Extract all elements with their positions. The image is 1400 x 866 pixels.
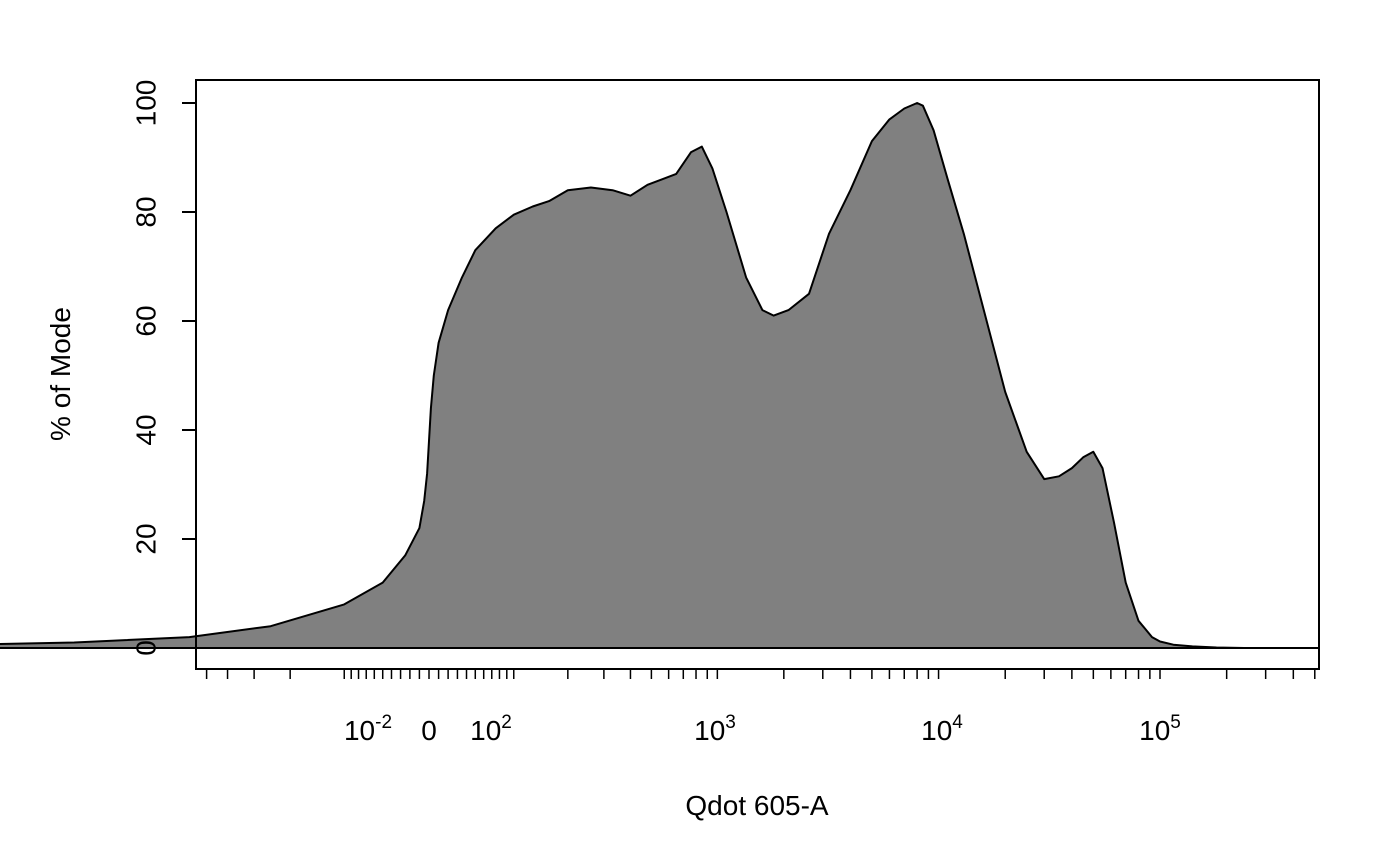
plot-frame	[195, 79, 1320, 670]
histogram-area	[0, 102, 1246, 649]
x-axis: 10-2 0 102 103 104 105	[205, 669, 1316, 746]
x-tick-label: 104	[921, 712, 963, 746]
x-axis-label: Qdot 605-A	[685, 790, 829, 821]
y-tick-label: 80	[130, 196, 161, 227]
x-tick-label: 105	[1139, 712, 1181, 746]
y-tick-label: 20	[130, 523, 161, 554]
y-tick-label: 40	[130, 414, 161, 445]
x-tick-label: 102	[470, 712, 512, 746]
x-tick-label: 10-2	[344, 712, 392, 746]
y-tick-label: 60	[130, 305, 161, 336]
y-tick-label: 0	[130, 640, 161, 656]
y-tick-label: 100	[130, 80, 161, 127]
y-axis: 0 20 40 60 80 100	[130, 80, 196, 656]
x-tick-label: 103	[694, 712, 736, 746]
x-tick-label: 0	[421, 715, 437, 746]
y-axis-label: % of Mode	[45, 307, 76, 441]
histogram-area-layer	[0, 102, 1246, 649]
